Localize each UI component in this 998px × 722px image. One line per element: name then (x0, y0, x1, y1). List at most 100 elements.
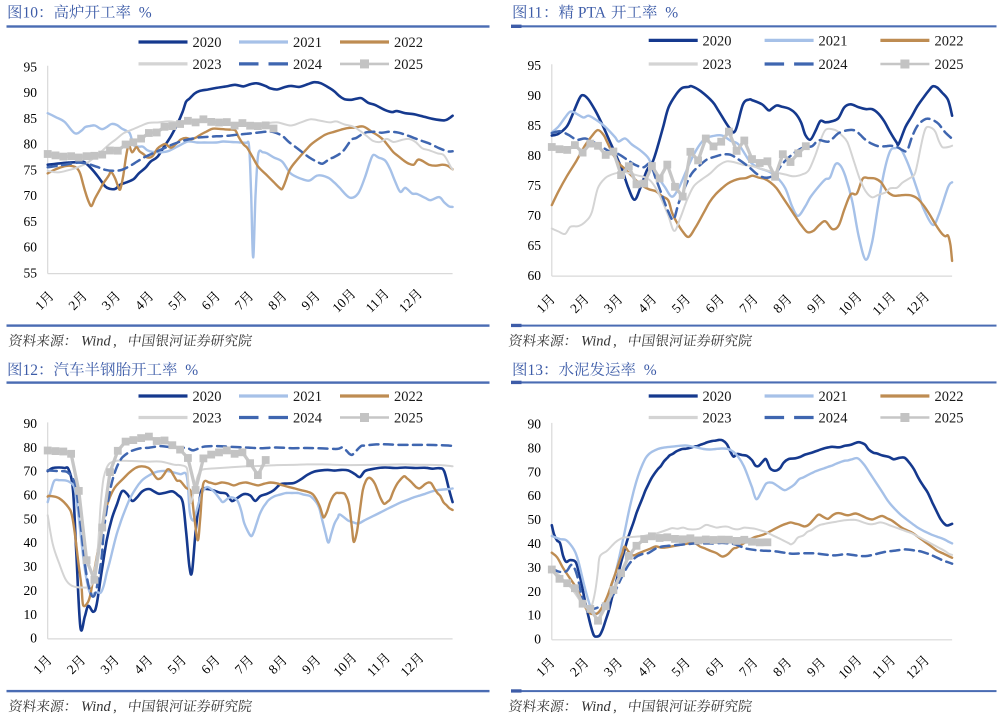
svg-text:11: 11 (869, 299, 889, 319)
svg-text:2025: 2025 (935, 410, 964, 426)
svg-text:2023: 2023 (193, 57, 222, 73)
svg-text:30: 30 (24, 559, 38, 574)
svg-text:85: 85 (528, 118, 542, 133)
svg-text:60: 60 (24, 240, 38, 255)
svg-text:4: 4 (131, 661, 147, 677)
svg-text:60: 60 (528, 268, 542, 283)
svg-text:5: 5 (165, 661, 181, 677)
svg-text:70: 70 (528, 208, 542, 223)
svg-text:4: 4 (132, 297, 148, 313)
svg-text:2025: 2025 (394, 410, 423, 426)
svg-text:2022: 2022 (935, 389, 964, 405)
svg-text:%: % (139, 5, 152, 22)
svg-text:5: 5 (668, 664, 684, 680)
svg-text:2022: 2022 (935, 33, 964, 49)
svg-text:20: 20 (528, 584, 542, 599)
svg-text:10: 10 (528, 608, 542, 623)
svg-text:3: 3 (99, 297, 115, 313)
svg-text:2020: 2020 (703, 33, 732, 49)
svg-text:65: 65 (24, 214, 38, 229)
svg-text:60: 60 (528, 488, 542, 503)
svg-text:50: 50 (528, 512, 542, 527)
svg-text:,: , (113, 334, 117, 350)
svg-text:2024: 2024 (293, 410, 323, 426)
svg-text:75: 75 (24, 162, 38, 177)
svg-text:6: 6 (702, 664, 718, 680)
svg-text:65: 65 (528, 238, 542, 253)
svg-text:2024: 2024 (819, 57, 849, 73)
svg-text:Wind: Wind (581, 699, 612, 715)
svg-text:80: 80 (528, 440, 542, 455)
svg-text:6: 6 (198, 661, 214, 677)
svg-text:70: 70 (528, 464, 542, 479)
svg-text:2020: 2020 (703, 389, 732, 405)
svg-text:75: 75 (528, 178, 542, 193)
svg-text:2: 2 (567, 664, 582, 679)
svg-text:%: % (665, 5, 678, 22)
svg-text:4: 4 (635, 664, 651, 680)
svg-text:8: 8 (265, 661, 281, 677)
svg-text:2021: 2021 (819, 389, 848, 405)
svg-text:2023: 2023 (193, 410, 222, 426)
svg-text:95: 95 (528, 58, 542, 73)
svg-text:0: 0 (30, 631, 37, 646)
svg-text:90: 90 (24, 85, 38, 100)
svg-text:2021: 2021 (819, 33, 848, 49)
svg-text:9: 9 (804, 300, 820, 316)
svg-text:9: 9 (804, 664, 820, 680)
svg-text:80: 80 (24, 440, 38, 455)
svg-text:5: 5 (669, 300, 685, 316)
svg-text:30: 30 (528, 560, 542, 575)
svg-text:8: 8 (770, 300, 786, 316)
svg-text:10: 10 (23, 5, 39, 22)
svg-text:80: 80 (24, 137, 38, 152)
svg-text:12: 12 (903, 662, 923, 682)
svg-text:,: , (613, 699, 617, 715)
svg-text:PTA: PTA (578, 5, 607, 22)
svg-text:8: 8 (265, 297, 281, 313)
svg-text:2020: 2020 (193, 35, 222, 51)
svg-text:0: 0 (534, 632, 541, 647)
svg-text:60: 60 (24, 488, 38, 503)
svg-text:11: 11 (869, 662, 889, 682)
svg-text:2022: 2022 (394, 35, 423, 51)
svg-text:12: 12 (397, 659, 417, 679)
svg-text:Wind: Wind (81, 699, 112, 715)
svg-text:6: 6 (702, 300, 718, 316)
svg-text:3: 3 (601, 300, 617, 316)
svg-text:9: 9 (299, 661, 315, 677)
svg-text:8: 8 (770, 664, 786, 680)
svg-text:3: 3 (601, 664, 617, 680)
svg-text:4: 4 (635, 300, 651, 316)
svg-text:90: 90 (528, 88, 542, 103)
svg-text:2024: 2024 (293, 57, 323, 73)
svg-text:7: 7 (232, 661, 248, 677)
svg-text:2023: 2023 (703, 57, 732, 73)
svg-text:70: 70 (24, 464, 38, 479)
svg-text:,: , (113, 699, 117, 715)
svg-text:90: 90 (528, 417, 542, 432)
svg-text:95: 95 (24, 59, 38, 74)
svg-text:2025: 2025 (394, 57, 423, 73)
svg-text:2021: 2021 (293, 389, 322, 405)
svg-text:40: 40 (528, 536, 542, 551)
svg-text:2: 2 (64, 662, 79, 677)
svg-text:11: 11 (364, 660, 384, 680)
svg-text:2023: 2023 (703, 410, 732, 426)
svg-text:40: 40 (24, 535, 38, 550)
svg-text:11: 11 (528, 5, 543, 22)
svg-text:%: % (185, 362, 198, 379)
svg-text:2: 2 (567, 301, 582, 316)
svg-text:1: 1 (533, 301, 548, 316)
svg-text:2021: 2021 (293, 35, 322, 51)
svg-text:11: 11 (362, 296, 382, 316)
svg-text:7: 7 (736, 664, 752, 680)
svg-text:85: 85 (24, 111, 38, 126)
svg-text:13: 13 (528, 362, 544, 379)
svg-text:70: 70 (24, 188, 38, 203)
svg-text:50: 50 (24, 511, 38, 526)
svg-text:2022: 2022 (394, 389, 423, 405)
svg-text:80: 80 (528, 148, 542, 163)
svg-text:Wind: Wind (581, 334, 612, 350)
svg-text:90: 90 (24, 416, 38, 431)
